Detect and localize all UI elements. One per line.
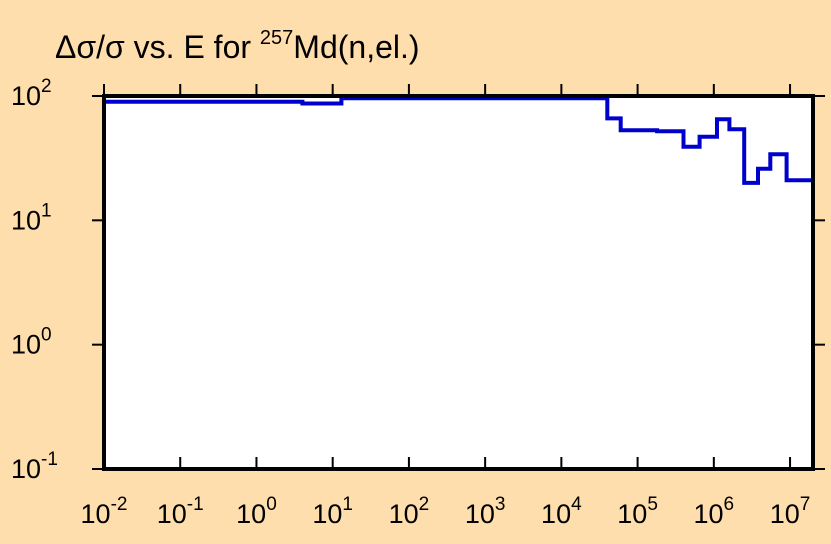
y-tick-labels: 10-1 100 101 102 (11, 76, 58, 484)
chart-title-prefix: Δσ/σ vs. E for (55, 29, 260, 65)
x-tick-label-5: 103 (465, 494, 506, 529)
plot-area (104, 96, 813, 469)
y-tick-label-3: 102 (11, 76, 52, 111)
y-tick-label-0: 10-1 (11, 449, 58, 484)
x-tick-label-9: 107 (770, 494, 811, 529)
chart-title: Δσ/σ vs. E for 257Md(n,el.) (55, 27, 420, 65)
chart-title-suffix: Md(n,el.) (293, 29, 419, 65)
plot-frame (102, 94, 815, 471)
x-tick-label-8: 106 (694, 494, 735, 529)
x-tick-label-0: 10-2 (81, 494, 128, 529)
y-tick-label-2: 101 (11, 200, 52, 235)
chart-title-mass-number: 257 (260, 27, 293, 49)
x-tick-labels: 10-2 10-1 100 101 102 103 104 105 106 107 (81, 494, 811, 529)
x-tick-label-7: 105 (617, 494, 658, 529)
x-tick-label-2: 100 (236, 494, 277, 529)
x-tick-label-6: 104 (541, 494, 582, 529)
x-tick-label-3: 101 (312, 494, 353, 529)
x-tick-label-4: 102 (389, 494, 430, 529)
y-tick-label-1: 100 (11, 325, 52, 360)
x-tick-label-1: 10-1 (157, 494, 204, 529)
series-step-line (102, 96, 815, 469)
